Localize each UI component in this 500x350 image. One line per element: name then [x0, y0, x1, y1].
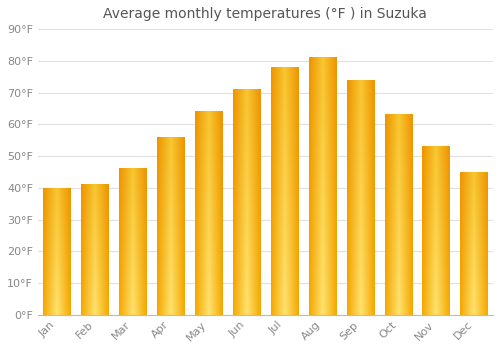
Title: Average monthly temperatures (°F ) in Suzuka: Average monthly temperatures (°F ) in Su…	[104, 7, 428, 21]
